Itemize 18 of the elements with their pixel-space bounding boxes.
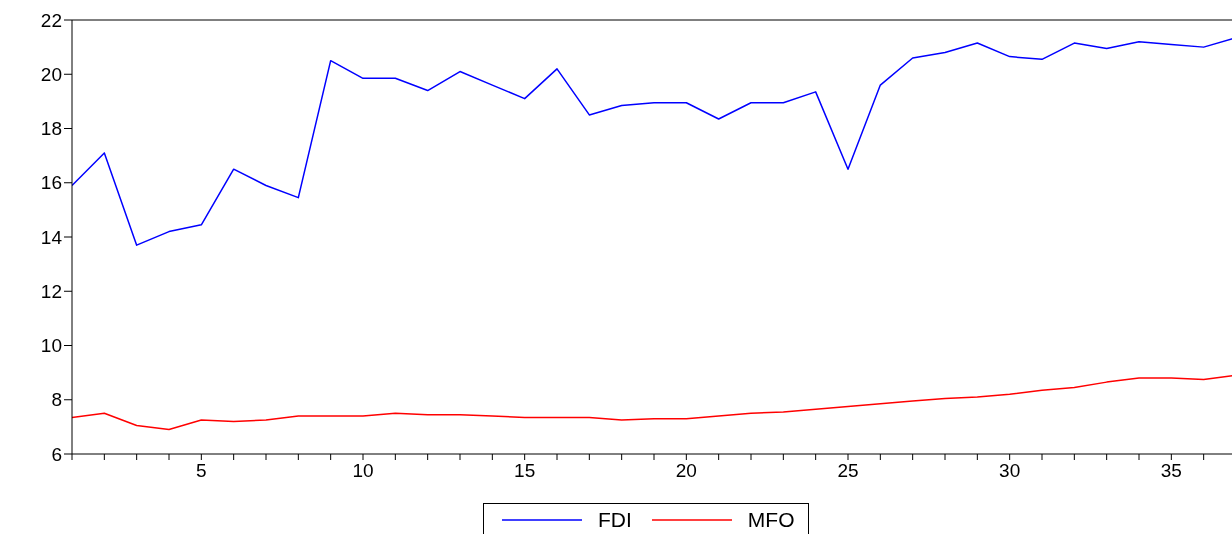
legend-label: MFO	[747, 508, 795, 532]
x-tick-label: 5	[196, 460, 207, 482]
x-tick-label: 30	[999, 460, 1021, 482]
x-tick-label: 25	[837, 460, 859, 482]
y-tick-label: 16	[40, 172, 62, 194]
legend-label: FDI	[598, 508, 632, 532]
y-tick-label: 6	[51, 443, 62, 465]
y-tick-label: 14	[40, 226, 63, 248]
y-tick-label: 18	[40, 118, 62, 140]
y-tick-label: 22	[40, 9, 62, 31]
x-tick-label: 35	[1160, 460, 1182, 482]
y-tick-label: 20	[40, 64, 62, 85]
y-tick-label: 8	[51, 389, 62, 411]
y-tick-label: 10	[40, 335, 62, 357]
x-tick-label: 15	[514, 460, 536, 482]
x-tick-label: 10	[352, 460, 374, 482]
y-tick-label: 12	[40, 280, 62, 302]
x-tick-label: 20	[675, 460, 697, 482]
